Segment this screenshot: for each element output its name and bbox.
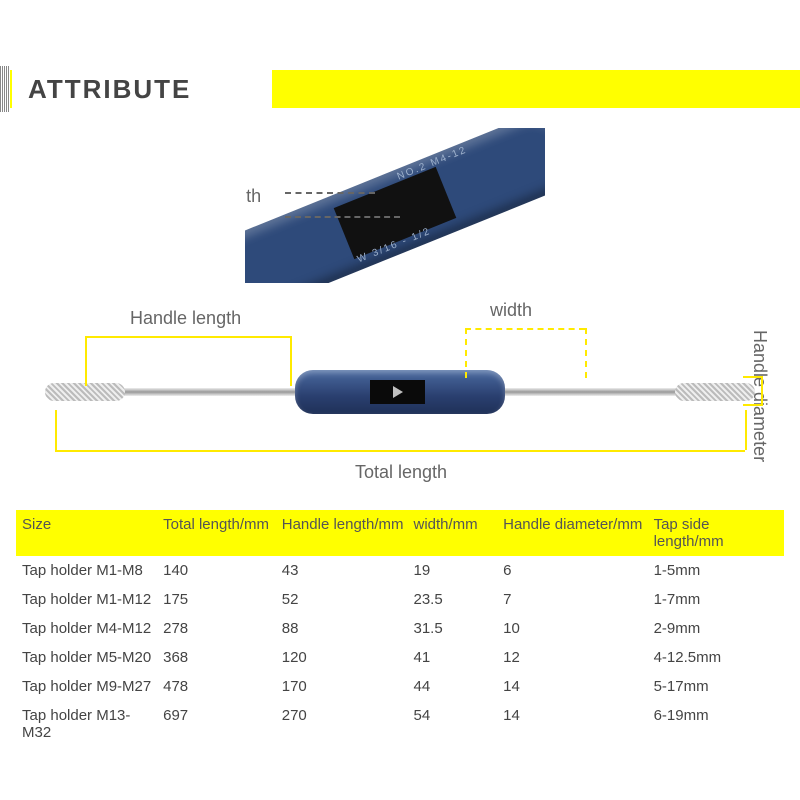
table-cell: 697 <box>157 701 276 747</box>
spec-table: Size Total length/mm Handle length/mm wi… <box>16 510 784 747</box>
table-cell: 4-12.5mm <box>648 643 784 672</box>
dim-bracket <box>745 410 747 450</box>
table-cell: 43 <box>276 556 408 585</box>
table-cell: 44 <box>408 672 498 701</box>
table-cell: 6 <box>497 556 647 585</box>
table-row: Tap holder M5-M2036812041124-12.5mm <box>16 643 784 672</box>
table-cell: 23.5 <box>408 585 498 614</box>
table-row: Tap holder M1-M8140431961-5mm <box>16 556 784 585</box>
table-cell: Tap holder M13-M32 <box>16 701 157 747</box>
table-row: Tap holder M13-M3269727054146-19mm <box>16 701 784 747</box>
page-title: ATTRIBUTE <box>12 74 191 105</box>
table-cell: 7 <box>497 585 647 614</box>
table-cell: 1-5mm <box>648 556 784 585</box>
table-cell: 14 <box>497 672 647 701</box>
table-row: Tap holder M4-M122788831.5102-9mm <box>16 614 784 643</box>
table-cell: Tap holder M1-M12 <box>16 585 157 614</box>
dim-bracket <box>55 450 745 452</box>
table-cell: 120 <box>276 643 408 672</box>
table-cell: 175 <box>157 585 276 614</box>
leader-line <box>285 216 400 218</box>
leader-line <box>285 192 375 194</box>
table-cell: 41 <box>408 643 498 672</box>
table-cell: 6-19mm <box>648 701 784 747</box>
table-cell: 278 <box>157 614 276 643</box>
handle-diameter-label: Handle diameter <box>749 330 770 462</box>
col-header: Size <box>16 510 157 556</box>
dim-bracket <box>743 404 763 406</box>
table-cell: 368 <box>157 643 276 672</box>
table-cell: 52 <box>276 585 408 614</box>
dim-bracket <box>585 328 587 378</box>
table-cell: 31.5 <box>408 614 498 643</box>
col-header: Handle length/mm <box>276 510 408 556</box>
closeup-diagram: NO.2 M4-12 W 3/16 - 1/2 Tap side length <box>245 128 545 283</box>
handle-length-label: Handle length <box>130 308 241 329</box>
table-cell: Tap holder M1-M8 <box>16 556 157 585</box>
dim-bracket <box>85 336 290 338</box>
tool-diagram: Handle length width Handle diameter Tota… <box>45 300 755 500</box>
table-cell: 1-7mm <box>648 585 784 614</box>
col-header: Handle diameter/mm <box>497 510 647 556</box>
table-cell: 478 <box>157 672 276 701</box>
col-header: Total length/mm <box>157 510 276 556</box>
table-cell: 140 <box>157 556 276 585</box>
table-cell: 54 <box>408 701 498 747</box>
title-edge-decoration <box>0 66 10 112</box>
table-cell: 14 <box>497 701 647 747</box>
table-cell: 5-17mm <box>648 672 784 701</box>
dim-bracket <box>761 376 763 406</box>
table-cell: Tap holder M9-M27 <box>16 672 157 701</box>
table-cell: 88 <box>276 614 408 643</box>
dim-bracket <box>55 410 57 450</box>
dim-bracket <box>290 336 292 386</box>
table-row: Tap holder M1-M121755223.571-7mm <box>16 585 784 614</box>
dim-bracket <box>465 328 585 330</box>
tool-slot <box>370 380 425 404</box>
width-label: width <box>490 300 532 321</box>
total-length-label: Total length <box>355 462 447 483</box>
title-container: ATTRIBUTE <box>12 70 272 108</box>
table-cell: Tap holder M4-M12 <box>16 614 157 643</box>
dim-bracket <box>743 376 763 378</box>
table-header-row: Size Total length/mm Handle length/mm wi… <box>16 510 784 556</box>
table-cell: 170 <box>276 672 408 701</box>
tap-side-label: Tap side length <box>245 186 261 207</box>
table-cell: 19 <box>408 556 498 585</box>
table-cell: 270 <box>276 701 408 747</box>
table-cell: 2-9mm <box>648 614 784 643</box>
col-header: width/mm <box>408 510 498 556</box>
table-cell: 12 <box>497 643 647 672</box>
knurl-right <box>675 383 755 401</box>
table-cell: 10 <box>497 614 647 643</box>
table-cell: Tap holder M5-M20 <box>16 643 157 672</box>
col-header: Tap side length/mm <box>648 510 784 556</box>
dim-bracket <box>85 336 87 386</box>
dim-bracket <box>465 328 467 378</box>
table-row: Tap holder M9-M2747817044145-17mm <box>16 672 784 701</box>
table-body: Tap holder M1-M8140431961-5mmTap holder … <box>16 556 784 747</box>
